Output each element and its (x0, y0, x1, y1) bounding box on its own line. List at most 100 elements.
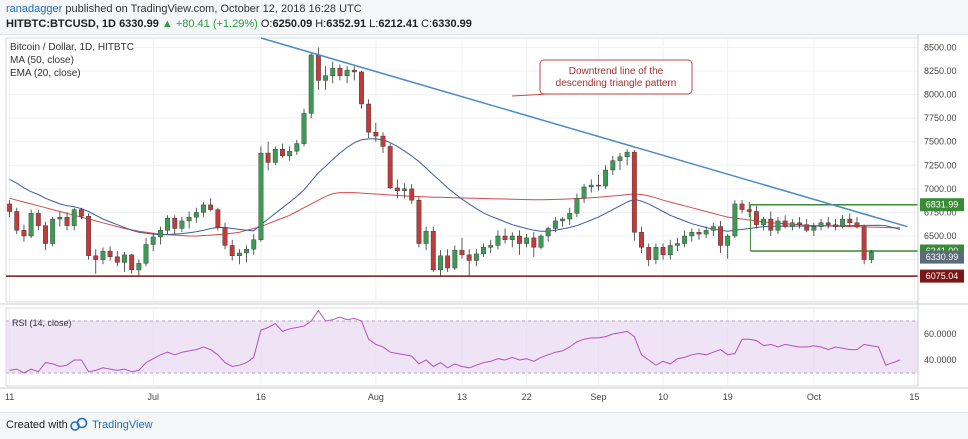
price-tick-label: 6500.00 (924, 231, 957, 241)
candle-body (265, 152, 271, 163)
close-value: 6330.99 (432, 18, 472, 30)
candle-body (157, 230, 163, 238)
candle-body (294, 143, 300, 152)
candle-body (689, 232, 695, 237)
candle-body (524, 237, 530, 244)
tradingview-logo-icon (70, 417, 88, 431)
candle-body (351, 69, 357, 73)
date-tick-label: 22 (522, 392, 532, 402)
candle-body (423, 231, 429, 244)
candle-body (782, 220, 788, 227)
candle-body (452, 249, 458, 269)
chart-title: Bitcoin / Dollar, 1D, HITBTC (10, 42, 134, 53)
ma50-line (9, 192, 901, 237)
rsi-pane (6, 309, 918, 374)
badge-last-bg (920, 250, 964, 264)
candle-body (236, 252, 242, 257)
price-tick-label: 8250.00 (924, 66, 957, 76)
candle-body (373, 132, 379, 137)
candle-body (71, 209, 77, 226)
candle-body (208, 204, 214, 210)
candle-body (732, 203, 738, 237)
candle-body (7, 203, 13, 212)
candle-body (179, 220, 185, 229)
symbol-label: HITBTC:BTCUSD, 1D (6, 18, 116, 30)
candle-body (251, 239, 257, 250)
candle-body (509, 235, 515, 240)
candle-body (725, 235, 731, 246)
annotation-callout[interactable]: Downtrend line of the descending triangl… (511, 59, 693, 97)
footer-bar: Created with TradingView (0, 412, 968, 439)
candle-body (488, 245, 494, 248)
date-tick-label: 13 (457, 392, 467, 402)
candle-body (165, 217, 171, 231)
candle-body (854, 222, 860, 227)
candle-body (201, 204, 206, 213)
annotation-box (539, 59, 693, 95)
candle-body (718, 226, 723, 246)
date-tick-label: Jul (147, 392, 159, 402)
price-tick-label: 7500.00 (924, 137, 957, 147)
candle-body (639, 232, 644, 248)
annotation-line1: Downtrend line of the (569, 66, 664, 77)
price-change: ▲ +80.41 (+1.29%) (161, 18, 258, 30)
date-tick-label: Aug (368, 392, 384, 402)
candle-body (567, 213, 573, 220)
high-value: 6352.91 (326, 18, 367, 30)
badge-last: 6330.99 (920, 250, 964, 264)
candlesticks (7, 47, 874, 277)
candle-body (28, 213, 34, 237)
candle-body (552, 220, 558, 229)
price-tick-label: 7750.00 (924, 113, 957, 123)
price-tick-label: 7000.00 (924, 184, 957, 194)
candle-body (43, 225, 48, 244)
candle-body (466, 254, 472, 261)
candle-body (86, 215, 92, 256)
open-value: 6250.09 (272, 18, 313, 30)
candle-body (330, 67, 336, 76)
candle-body (502, 235, 508, 240)
ema-legend: EMA (20, close) (10, 68, 81, 79)
date-tick-label: 11 (5, 392, 14, 402)
rsi-tick-label: 60.0000 (924, 329, 957, 339)
annotation-pointer (511, 93, 549, 97)
date-tick-label: 16 (256, 392, 266, 402)
price-tick-label: 7250.00 (924, 160, 957, 170)
candle-body (538, 235, 544, 248)
candle-body (402, 188, 407, 191)
publish-info: ranadagger published on TradingView.com,… (6, 3, 362, 15)
candle-body (193, 212, 199, 218)
rsi-line (9, 309, 901, 374)
candle-body (560, 218, 565, 222)
candle-body (481, 247, 486, 255)
date-tick-label: Sep (590, 392, 606, 402)
badge-support-bg (920, 269, 964, 283)
candle-body (315, 54, 321, 81)
price-levels (6, 203, 918, 277)
annotation-line2: descending triangle pattern (556, 78, 677, 89)
price-tick-label: 8000.00 (924, 90, 957, 100)
tradingview-brand-link[interactable]: TradingView (92, 419, 153, 431)
candle-body (804, 224, 810, 231)
rsi-tick-label: 40.0000 (924, 355, 957, 365)
candle-body (739, 203, 745, 210)
candle-body (229, 245, 235, 257)
price-chart[interactable]: 8500.00 8250.00 8000.00 7750.00 7500.00 7250.… (0, 34, 968, 412)
candle-body (459, 249, 465, 256)
candle-body (394, 187, 400, 191)
candle-body (631, 151, 637, 233)
candle-body (21, 230, 27, 237)
candle-body (545, 228, 551, 237)
candle-body (610, 160, 616, 171)
candle-body (186, 216, 192, 222)
date-tick-label: 10 (658, 392, 668, 402)
candle-body (861, 226, 867, 260)
candle-body (847, 218, 853, 223)
author-link[interactable]: ranadagger (6, 3, 63, 15)
badge-upper-bg (920, 198, 964, 212)
candle-body (473, 253, 479, 261)
ma-legend: MA (50, close) (10, 55, 74, 66)
candle-body (150, 236, 156, 245)
candle-body (416, 199, 422, 244)
badge-support: 6075.04 (920, 269, 964, 283)
